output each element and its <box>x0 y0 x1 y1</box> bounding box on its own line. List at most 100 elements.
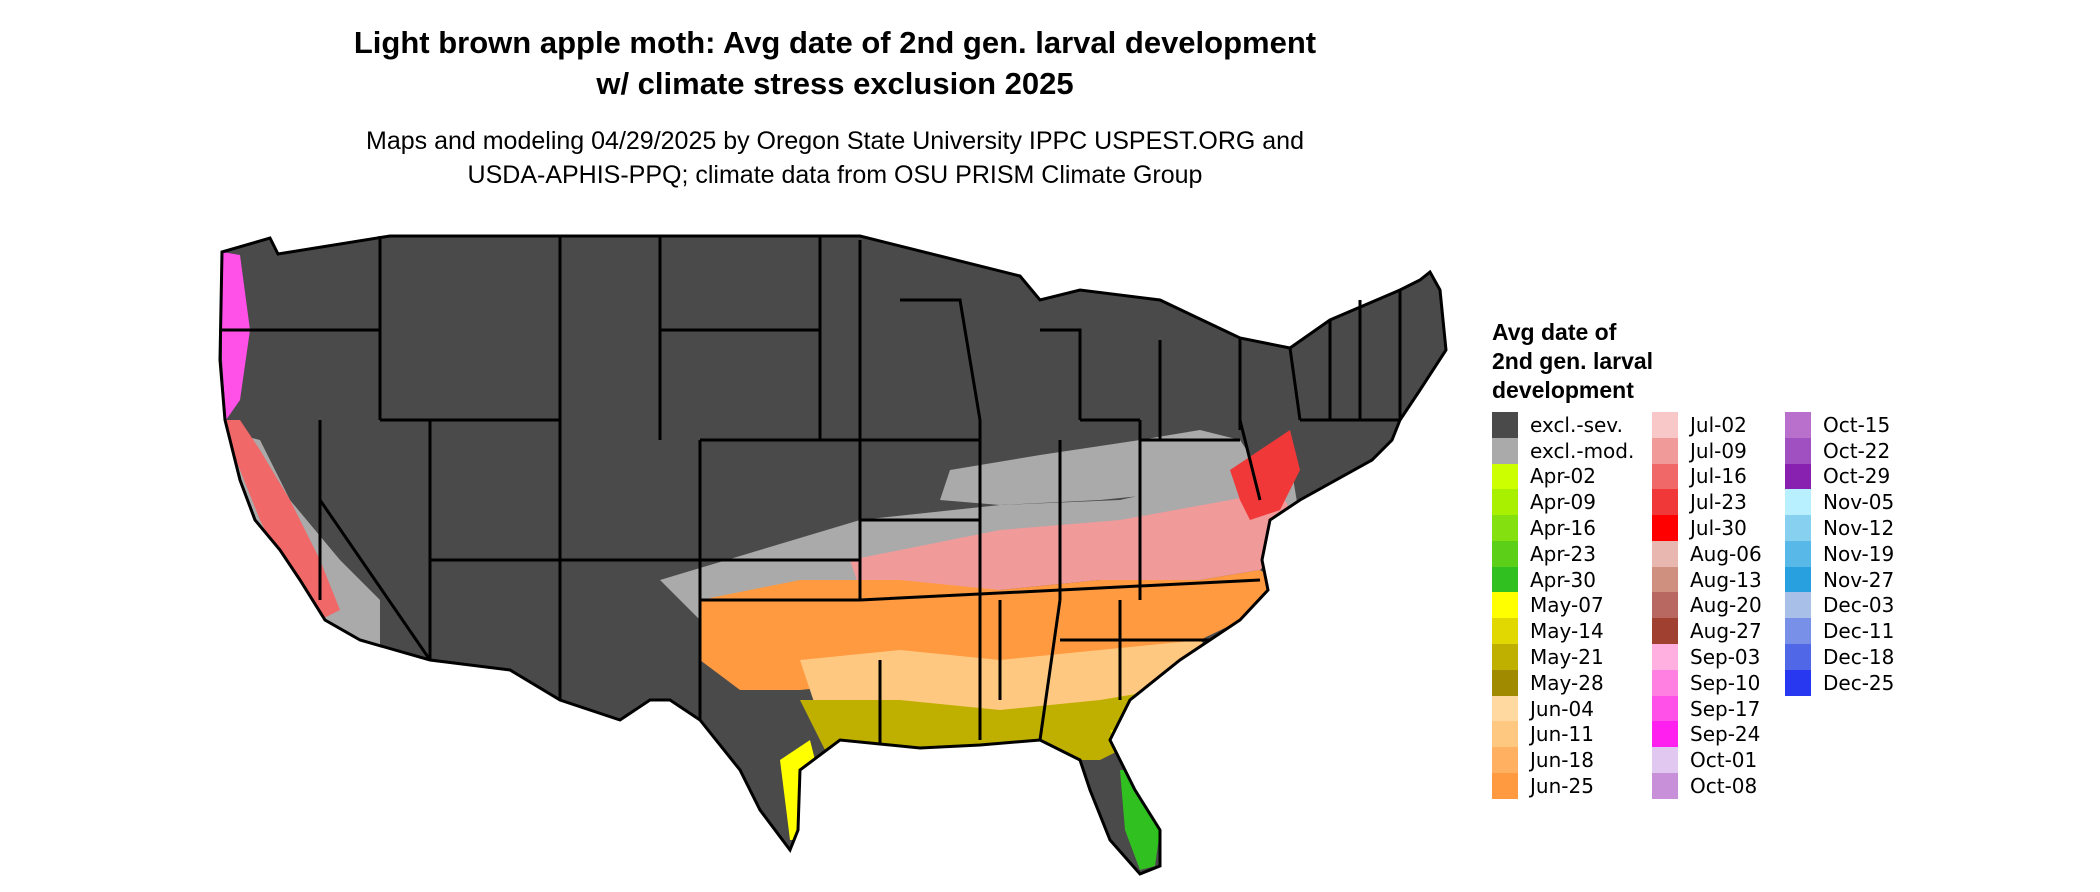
legend-swatch <box>1785 644 1811 671</box>
legend-swatch <box>1652 489 1678 516</box>
legend-label: May-07 <box>1530 593 1604 618</box>
legend-swatch <box>1785 669 1811 696</box>
legend-label: Jul-16 <box>1690 464 1747 489</box>
legend-swatch <box>1492 773 1518 800</box>
legend-entry: Apr-23 <box>1492 540 1634 567</box>
legend-label: May-21 <box>1530 645 1604 670</box>
map-subtitle: Maps and modeling 04/29/2025 by Oregon S… <box>0 124 1670 192</box>
legend-title: Avg date of 2nd gen. larval development <box>1492 318 1752 405</box>
legend-entry: excl.-sev. <box>1492 411 1634 438</box>
legend-swatch <box>1652 618 1678 645</box>
legend-entry: Jul-09 <box>1652 437 1762 464</box>
legend-swatch <box>1652 644 1678 671</box>
legend-entry: Aug-06 <box>1652 540 1762 567</box>
legend-swatch <box>1652 515 1678 542</box>
legend-entry: Dec-18 <box>1785 644 1895 671</box>
subtitle-line-1: Maps and modeling 04/29/2025 by Oregon S… <box>366 127 1304 155</box>
legend-entry: Nov-12 <box>1785 515 1895 542</box>
legend-label: May-28 <box>1530 670 1604 695</box>
legend-entry: Apr-30 <box>1492 566 1634 593</box>
legend-label: Nov-19 <box>1823 541 1895 566</box>
legend-label: Aug-06 <box>1690 541 1762 566</box>
legend-label: Jul-30 <box>1690 516 1747 541</box>
subtitle-line-2: USDA-APHIS-PPQ; climate data from OSU PR… <box>467 161 1203 189</box>
legend-label: excl.-mod. <box>1530 438 1635 463</box>
legend-swatch <box>1492 566 1518 593</box>
legend-entry: May-14 <box>1492 618 1634 645</box>
legend-label: Dec-25 <box>1823 670 1895 695</box>
legend-label: Aug-13 <box>1690 567 1762 592</box>
border-central <box>700 240 982 620</box>
legend-swatch <box>1492 463 1518 490</box>
legend-swatch <box>1652 695 1678 722</box>
zone-excl-mod-ohio <box>940 430 1260 505</box>
legend-swatch <box>1785 411 1811 438</box>
legend-label: Jun-11 <box>1530 722 1594 747</box>
legend-entry: Dec-11 <box>1785 618 1895 645</box>
legend-label: Oct-22 <box>1823 438 1891 463</box>
legend-entry: Jul-23 <box>1652 489 1762 516</box>
legend-entry: May-28 <box>1492 669 1634 696</box>
legend-swatch <box>1492 437 1518 464</box>
legend-title-line-3: development <box>1492 377 1634 403</box>
legend-entry: Nov-05 <box>1785 489 1894 516</box>
legend-label: May-14 <box>1530 619 1604 644</box>
legend-entry: Apr-02 <box>1492 463 1634 490</box>
zone-july-band <box>850 490 1300 600</box>
legend-label: Jul-02 <box>1690 412 1747 437</box>
legend-title-line-1: Avg date of <box>1492 319 1617 345</box>
legend-entry: Jun-11 <box>1492 721 1634 748</box>
legend-label: Aug-27 <box>1690 619 1762 644</box>
legend-label: Dec-18 <box>1823 645 1895 670</box>
state-borders <box>218 234 1448 876</box>
legend-swatch <box>1652 669 1678 696</box>
legend-entry: Jul-16 <box>1652 463 1762 490</box>
border-west-south <box>318 420 702 720</box>
legend-swatch <box>1785 540 1811 567</box>
legend-label: Oct-29 <box>1823 464 1891 489</box>
legend-label: Sep-10 <box>1690 670 1761 695</box>
legend-entry: Oct-01 <box>1652 747 1762 774</box>
legend-title-line-2: 2nd gen. larval <box>1492 348 1654 374</box>
border-northeast <box>1288 290 1402 422</box>
title-line-1: Light brown apple moth: Avg date of 2nd … <box>353 25 1317 60</box>
legend-label: Jun-18 <box>1530 748 1594 773</box>
legend-swatch <box>1785 592 1811 619</box>
legend-entry: Jul-30 <box>1652 515 1762 542</box>
legend-label: Oct-15 <box>1823 412 1891 437</box>
legend-label: Nov-12 <box>1823 516 1895 541</box>
legend-entry: May-07 <box>1492 592 1634 619</box>
legend-swatch <box>1652 747 1678 774</box>
border-west-north <box>222 236 822 440</box>
us-outline <box>218 234 1448 876</box>
legend-label: Oct-01 <box>1690 748 1758 773</box>
legend-label: Apr-16 <box>1530 516 1596 541</box>
legend-entry: Dec-25 <box>1785 669 1895 696</box>
legend-entry: May-21 <box>1492 644 1634 671</box>
legend-entry: Sep-10 <box>1652 669 1762 696</box>
legend-swatch <box>1652 566 1678 593</box>
legend-entry: Jun-18 <box>1492 747 1634 774</box>
legend-swatch <box>1785 566 1811 593</box>
legend-swatch <box>1652 437 1678 464</box>
legend-label: Apr-23 <box>1530 541 1596 566</box>
legend-label: Jun-04 <box>1530 696 1594 721</box>
legend-label: Sep-24 <box>1690 722 1761 747</box>
legend-entry: Nov-19 <box>1785 540 1895 567</box>
legend-entry: excl.-mod. <box>1492 437 1635 464</box>
legend-label: excl.-sev. <box>1530 412 1623 437</box>
legend-swatch <box>1652 540 1678 567</box>
legend-label: Apr-09 <box>1530 490 1596 515</box>
legend-entry: Sep-03 <box>1652 644 1762 671</box>
legend-swatch <box>1652 463 1678 490</box>
legend-swatch <box>1492 695 1518 722</box>
legend-label: Oct-08 <box>1690 774 1758 799</box>
legend-entry: Aug-20 <box>1652 592 1762 619</box>
legend-label: Dec-11 <box>1823 619 1895 644</box>
legend-column-3: Oct-15 Oct-22 Oct-29 Nov-05 Nov-12 Nov-19 Nov-… <box>1785 411 1895 696</box>
legend-entry: Dec-03 <box>1785 592 1894 619</box>
legend-swatch <box>1785 437 1811 464</box>
map-title: Light brown apple moth: Avg date of 2nd … <box>0 22 1670 104</box>
legend-label: Sep-17 <box>1690 696 1761 721</box>
